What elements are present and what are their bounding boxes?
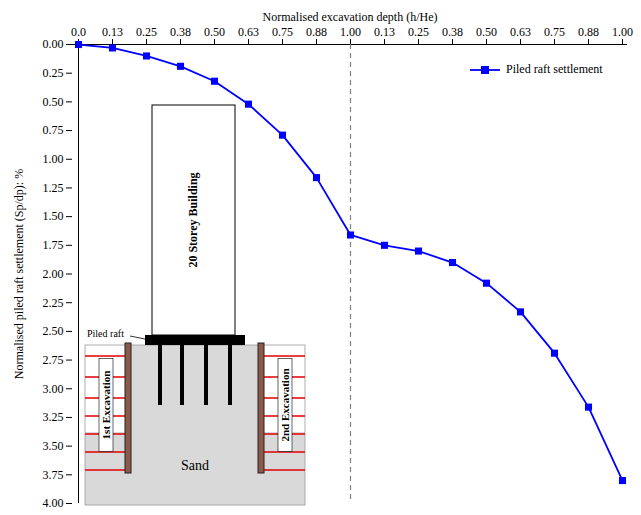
svg-text:1st Excavation: 1st Excavation (100, 371, 112, 440)
svg-text:1.75: 1.75 (43, 238, 64, 252)
svg-text:0.75: 0.75 (544, 25, 565, 39)
svg-text:0.75: 0.75 (272, 25, 293, 39)
svg-text:0.25: 0.25 (408, 25, 429, 39)
svg-text:Piled raft: Piled raft (87, 328, 124, 339)
svg-text:0.25: 0.25 (136, 25, 157, 39)
svg-text:3.25: 3.25 (43, 410, 64, 424)
svg-text:0.38: 0.38 (170, 25, 191, 39)
svg-text:3.75: 3.75 (43, 468, 64, 482)
svg-text:2.50: 2.50 (43, 324, 64, 338)
svg-text:1.00: 1.00 (43, 152, 64, 166)
svg-text:0.13: 0.13 (102, 25, 123, 39)
svg-text:Normalised excavation depth (h: Normalised excavation depth (h/He) (263, 10, 438, 24)
svg-text:0.50: 0.50 (476, 25, 497, 39)
svg-text:3.50: 3.50 (43, 439, 64, 453)
svg-text:Sand: Sand (181, 458, 209, 473)
svg-text:0.75: 0.75 (43, 123, 64, 137)
svg-text:0.38: 0.38 (442, 25, 463, 39)
svg-text:1.00: 1.00 (612, 25, 633, 39)
svg-text:20 Storey Building: 20 Storey Building (186, 172, 200, 267)
svg-text:0.13: 0.13 (374, 25, 395, 39)
svg-text:1.25: 1.25 (43, 181, 64, 195)
svg-text:0.88: 0.88 (578, 25, 599, 39)
svg-text:0.50: 0.50 (43, 95, 64, 109)
svg-text:0.63: 0.63 (238, 25, 259, 39)
svg-text:0.0: 0.0 (71, 25, 86, 39)
svg-text:1.00: 1.00 (340, 25, 361, 39)
svg-text:0.25: 0.25 (43, 66, 64, 80)
svg-text:0.00: 0.00 (43, 37, 64, 51)
svg-text:0.88: 0.88 (306, 25, 327, 39)
svg-text:4.00: 4.00 (43, 496, 64, 510)
svg-text:2.75: 2.75 (43, 353, 64, 367)
svg-text:0.50: 0.50 (204, 25, 225, 39)
svg-text:2.00: 2.00 (43, 267, 64, 281)
svg-text:1.50: 1.50 (43, 209, 64, 223)
svg-text:0.63: 0.63 (510, 25, 531, 39)
html-text:Piled raft settlement: Piled raft settlement (506, 62, 603, 76)
svg-text:2nd Excavation: 2nd Excavation (279, 368, 291, 441)
svg-text:2.25: 2.25 (43, 296, 64, 310)
svg-text:Normalised piled raft settleme: Normalised piled raft settlement (Sp/dp)… (12, 169, 26, 379)
svg-text:3.00: 3.00 (43, 382, 64, 396)
